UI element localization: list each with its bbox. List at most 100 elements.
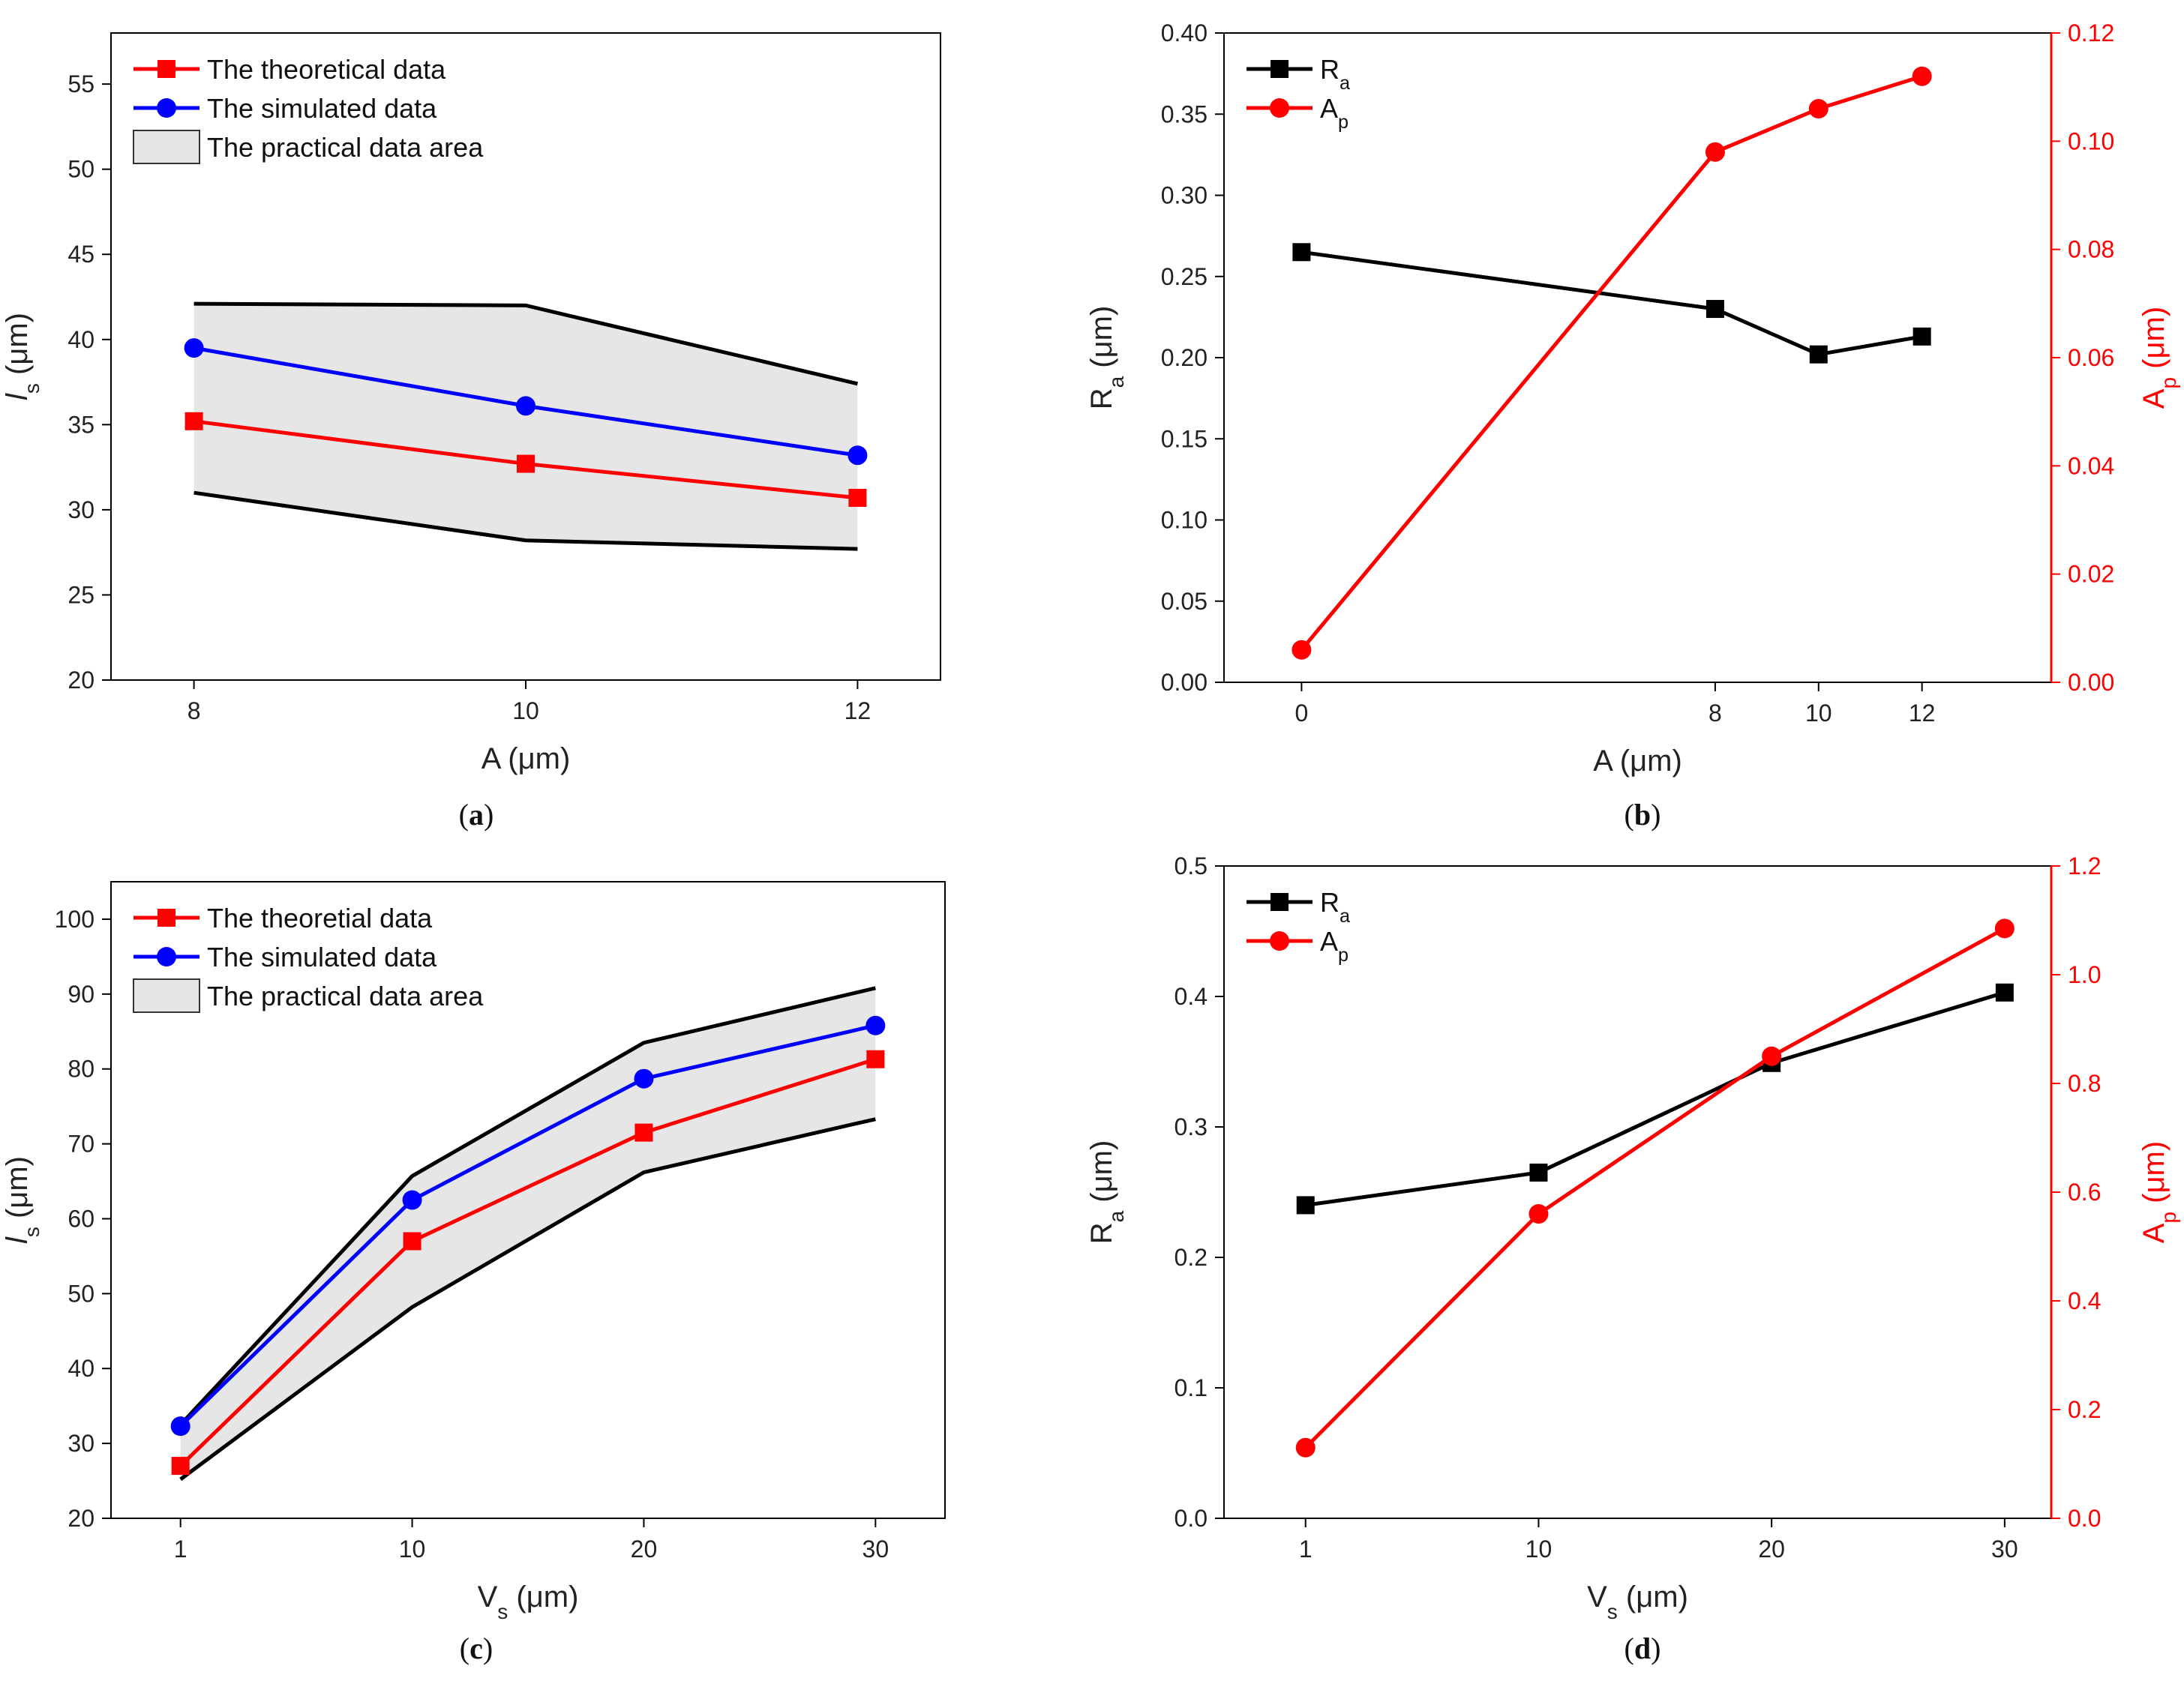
panel-c: 1 10 20 30 20 30 40 50 60 70 80 90 100 Vs (μm) ls (μm)… bbox=[1, 881, 946, 1665]
data-point bbox=[634, 1123, 653, 1142]
legend-marker bbox=[1270, 98, 1289, 118]
x-tick-label: 10 bbox=[399, 1536, 426, 1563]
x-tick-label: 12 bbox=[1909, 700, 1936, 727]
y-tick-label: 45 bbox=[68, 241, 94, 268]
legend-label: The theoretical data bbox=[207, 54, 446, 85]
panel-d: 1 10 20 30 0.0 0.1 0.2 0.3 0.4 0.5 0.0 0.2 0.4 0.6 0.8… bbox=[1085, 852, 2180, 1665]
panel-caption: (b) bbox=[1624, 798, 1661, 832]
x-tick-label: 30 bbox=[1991, 1536, 2018, 1563]
x-tick-label: 12 bbox=[844, 697, 872, 724]
legend-marker bbox=[157, 98, 176, 118]
legend-marker bbox=[1270, 931, 1289, 951]
y-tick-label: 0.05 bbox=[1161, 588, 1208, 615]
y-tick-label: 0.15 bbox=[1161, 425, 1208, 452]
series-line bbox=[1305, 990, 2006, 1207]
right-y-tick-label: 0.06 bbox=[2068, 344, 2114, 371]
right-y-axis-label: Ap (μm) bbox=[2138, 307, 2180, 409]
y-tick-label: 0.40 bbox=[1161, 19, 1208, 46]
x-tick-label: 10 bbox=[512, 697, 539, 724]
x-tick-label: 30 bbox=[862, 1536, 890, 1563]
y-axis-label: ls (μm) bbox=[1, 1156, 44, 1244]
y-tick-label: 0.20 bbox=[1161, 344, 1208, 371]
data-point bbox=[184, 338, 204, 358]
practical-lower-bound bbox=[179, 1117, 876, 1482]
y-axis-label: Ra (μm) bbox=[1085, 306, 1128, 410]
series-the-simulated-data bbox=[184, 338, 868, 466]
x-tick-label: 10 bbox=[1805, 700, 1832, 727]
panel-caption: (d) bbox=[1624, 1632, 1661, 1665]
data-point bbox=[634, 1068, 654, 1089]
data-point bbox=[403, 1232, 422, 1251]
legend-label: The practical data area bbox=[207, 981, 484, 1011]
data-point bbox=[1912, 327, 1931, 346]
series-line bbox=[178, 1057, 877, 1467]
y-tick-label: 0.4 bbox=[1174, 983, 1208, 1010]
data-point bbox=[171, 1457, 190, 1476]
x-tick-label: 10 bbox=[1526, 1536, 1552, 1563]
practical-upper-bound bbox=[194, 301, 858, 386]
legend: The theoretial data The simulated data The… bbox=[133, 903, 484, 1013]
data-point bbox=[1912, 66, 1932, 86]
legend-marker bbox=[158, 909, 176, 927]
x-axis-label: Vs (μm) bbox=[1587, 1581, 1688, 1623]
y-tick-label: 30 bbox=[68, 496, 94, 523]
y-axis-label: ls (μm) bbox=[1, 313, 44, 400]
x-tick-label: 0 bbox=[1295, 700, 1309, 727]
y-tick-label: 100 bbox=[55, 906, 94, 933]
data-point bbox=[1809, 345, 1828, 364]
legend-label: Ra bbox=[1320, 887, 1351, 927]
x-axis-label: Vs (μm) bbox=[478, 1581, 579, 1623]
series-ap bbox=[1295, 918, 2014, 1458]
y-tick-label: 80 bbox=[68, 1056, 94, 1083]
series-line bbox=[1304, 927, 2006, 1449]
legend: The theoretical data The simulated data Th… bbox=[133, 54, 484, 164]
y-tick-label: 0.30 bbox=[1161, 182, 1208, 209]
legend-label: Ra bbox=[1320, 54, 1351, 94]
panel-a: 8 10 12 20 25 30 35 40 45 50 55 A (μm) ls (μm) The th… bbox=[1, 32, 941, 832]
data-point bbox=[848, 445, 868, 466]
series-the-theoretical-data bbox=[184, 412, 867, 507]
y-tick-label: 25 bbox=[68, 581, 94, 608]
y-tick-label: 35 bbox=[68, 411, 94, 438]
legend-label: Ap bbox=[1320, 93, 1348, 133]
right-y-tick-label: 0.02 bbox=[2068, 561, 2114, 588]
y-tick-label: 90 bbox=[68, 981, 94, 1008]
y-tick-label: 50 bbox=[68, 156, 94, 183]
x-tick-label: 20 bbox=[1758, 1536, 1785, 1563]
data-point bbox=[1529, 1163, 1548, 1182]
right-y-tick-label: 0.8 bbox=[2068, 1070, 2101, 1097]
x-tick-label: 20 bbox=[631, 1536, 658, 1563]
data-point bbox=[1762, 1046, 1782, 1066]
panel-b: 0 8 10 12 0.00 0.05 0.10 0.15 0.20 0.25 0.30 0.35 0.… bbox=[1085, 19, 2180, 832]
data-point bbox=[184, 412, 203, 430]
data-point bbox=[1808, 99, 1828, 119]
data-point bbox=[1296, 1196, 1315, 1215]
y-tick-label: 20 bbox=[68, 667, 94, 694]
practical-data-area bbox=[194, 304, 858, 550]
y-tick-label: 0.25 bbox=[1161, 263, 1208, 290]
series-the-simulated-data bbox=[170, 1015, 886, 1437]
data-point bbox=[1706, 300, 1724, 319]
y-tick-label: 70 bbox=[68, 1131, 94, 1158]
series-ra bbox=[1292, 243, 1931, 364]
y-axis-label: Ra (μm) bbox=[1085, 1140, 1128, 1245]
legend-marker bbox=[158, 60, 176, 78]
series-line bbox=[1300, 74, 1923, 652]
y-tick-label: 50 bbox=[68, 1280, 94, 1307]
x-tick-label: 1 bbox=[1299, 1536, 1312, 1563]
right-y-tick-label: 0.0 bbox=[2068, 1505, 2101, 1532]
data-point bbox=[866, 1050, 885, 1068]
legend-label: The simulated data bbox=[207, 942, 437, 972]
x-axis-label: A (μm) bbox=[482, 742, 571, 775]
legend-label: The practical data area bbox=[207, 132, 484, 163]
legend-label: Ap bbox=[1320, 926, 1348, 966]
right-y-tick-label: 0.4 bbox=[2068, 1287, 2101, 1314]
series-line bbox=[178, 1023, 876, 1428]
right-y-tick-label: 0.04 bbox=[2068, 452, 2114, 479]
legend-label: The theoretial data bbox=[207, 903, 433, 933]
practical-lower-bound bbox=[194, 490, 858, 551]
y-tick-label: 0.00 bbox=[1161, 669, 1208, 696]
